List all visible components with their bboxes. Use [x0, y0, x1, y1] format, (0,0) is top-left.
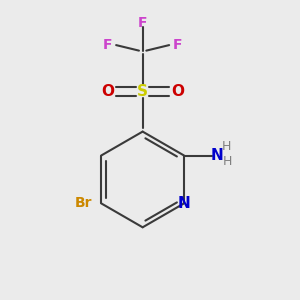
Text: F: F: [138, 16, 147, 30]
Text: O: O: [101, 84, 114, 99]
Text: N: N: [178, 196, 190, 211]
Text: S: S: [137, 84, 148, 99]
Text: F: F: [173, 38, 182, 52]
Text: O: O: [171, 84, 184, 99]
Text: H: H: [223, 154, 232, 167]
Text: N: N: [211, 148, 224, 163]
Text: F: F: [103, 38, 112, 52]
Text: H: H: [222, 140, 231, 153]
Text: Br: Br: [74, 196, 92, 210]
